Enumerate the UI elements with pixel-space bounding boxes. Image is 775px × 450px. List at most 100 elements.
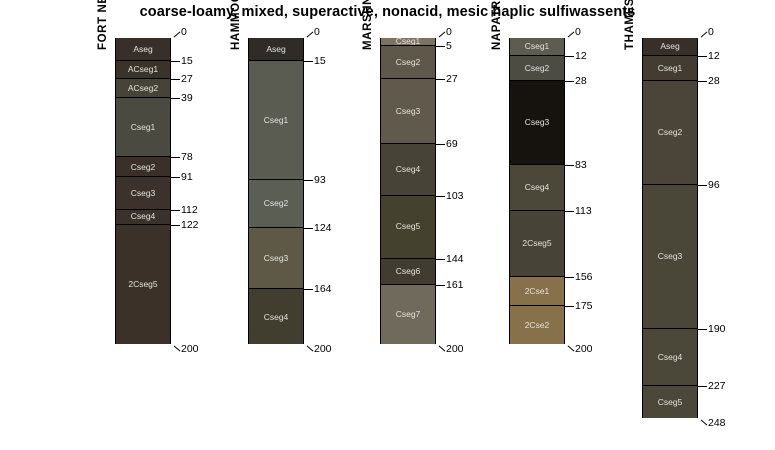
depth-tick [565,306,574,308]
horizon-label: Cseg4 [263,311,289,322]
profile-column: Cseg1 Cseg2 Cseg3 Cseg4 Cseg5 Cseg6 Cseg7 [380,38,436,345]
depth-value-label: 28 [708,74,720,87]
depth-value-label: 227 [708,379,726,392]
profile-column: Aseg Cseg1 Cseg2 Cseg3 Cseg4 Cseg5 [642,38,698,418]
depth-tick [306,31,314,38]
depth-tick [436,45,445,47]
horizon-label: 2Cseg5 [522,238,552,249]
soil-horizon: 2Cse2 [510,306,564,345]
horizon-label: Cseg3 [524,117,550,128]
soil-horizon: 2Cseg5 [116,224,170,345]
depth-tick [565,56,574,58]
horizon-label: Cseg4 [395,163,421,174]
horizon-label: Cseg7 [395,309,421,320]
depth-tick [304,227,313,229]
depth-tick [698,80,707,82]
depth-value-label: 161 [446,278,464,291]
depth-value-label: 122 [181,218,199,231]
soil-horizon: Aseg [116,38,170,61]
soil-horizon: Cseg2 [643,80,697,186]
soil-horizon: ACseg1 [116,60,170,80]
soil-horizon: Cseg1 [381,38,435,46]
depth-value-label: 164 [314,283,332,296]
soil-horizon: Cseg7 [381,284,435,345]
profile-name-label: NAPATREE [491,0,503,50]
profile-name-label: HAMMOCK [230,0,242,50]
horizon-label: Aseg [266,43,286,54]
profile-name-label: THAMES [624,0,636,50]
depth-value-label: 15 [181,54,193,67]
depth-value-label: 93 [314,174,326,187]
horizon-label: Cseg2 [657,127,683,138]
depth-value-label: 83 [575,159,587,172]
soil-horizon: Cseg1 [116,97,170,158]
horizon-label: Cseg2 [263,198,289,209]
depth-value-label: 96 [708,179,720,192]
depth-tick [698,329,707,331]
horizon-label: Cseg3 [395,105,421,116]
soil-horizon: Cseg2 [381,45,435,80]
depth-tick [438,31,446,38]
soil-horizon: Cseg4 [249,289,303,345]
depth-value-label: 27 [446,73,458,86]
depth-value-label: 12 [708,50,720,63]
horizon-label: Aseg [133,43,153,54]
soil-horizon: 2Cse1 [510,276,564,307]
depth-value-label: 0 [708,26,714,38]
depth-value-label: 0 [314,26,320,38]
depth-tick [436,195,445,197]
depth-tick [700,31,708,38]
depth-tick [567,31,575,38]
soil-horizon: Cseg1 [643,56,697,81]
depth-value-label: 0 [575,26,581,38]
depth-value-label: 39 [181,91,193,104]
depth-value-label: 5 [446,39,452,52]
horizon-label: Cseg1 [130,121,156,132]
soil-horizon: Cseg4 [643,329,697,386]
depth-value-label: 200 [181,343,199,356]
depth-value-label: 113 [575,205,592,218]
horizon-label: Cseg1 [263,114,289,125]
depth-value-label: 69 [446,137,458,150]
depth-tick [171,224,180,226]
profile-name-label: FORT NECK [97,0,109,50]
depth-tick [436,79,445,81]
depth-tick [173,345,181,352]
horizon-label: Cseg5 [657,396,683,407]
soil-horizon: Aseg [249,38,303,61]
soil-horizon: ACseg2 [116,79,170,98]
soil-horizon: Cseg2 [510,56,564,81]
soil-horizon: Cseg2 [249,180,303,228]
soil-horizon: Cseg1 [249,60,303,181]
horizon-label: 2Cse2 [524,319,550,330]
horizon-label: Cseg3 [263,252,289,263]
profile-column: Cseg1 Cseg2 Cseg3 Cseg4 2Cseg5 2Cse1 2Cse2 [509,38,565,345]
depth-tick [565,80,574,82]
depth-tick [171,79,180,81]
depth-tick [698,185,707,187]
depth-tick [304,60,313,62]
soil-horizon: Cseg5 [381,195,435,259]
horizon-label: ACseg2 [127,82,159,93]
soil-horizon: Cseg5 [643,385,697,418]
horizon-label: 2Cseg5 [128,279,158,290]
depth-value-label: 27 [181,73,193,86]
page-title: coarse-loamy, mixed, superactive, nonaci… [139,4,636,20]
soil-horizon: Cseg2 [116,157,170,178]
depth-value-label: 200 [575,343,593,356]
horizon-label: Cseg5 [395,221,421,232]
depth-value-label: 156 [575,270,593,283]
depth-tick [698,56,707,58]
depth-value-label: 28 [575,74,587,87]
depth-value-label: 124 [314,221,332,234]
soil-horizon: Aseg [643,38,697,57]
soil-horizon: Cseg1 [510,38,564,57]
horizon-label: Cseg2 [395,56,421,67]
soil-horizon: Cseg3 [116,177,170,210]
depth-value-label: 200 [314,343,332,356]
depth-value-label: 248 [708,416,726,429]
profile-column: Aseg ACseg1 ACseg2 Cseg1 Cseg2 Cseg3 Cseg4 2Cse… [115,38,171,345]
profile-name-label: MARSHNECK [362,0,374,50]
horizon-label: Cseg1 [524,41,550,52]
depth-tick [700,419,708,426]
